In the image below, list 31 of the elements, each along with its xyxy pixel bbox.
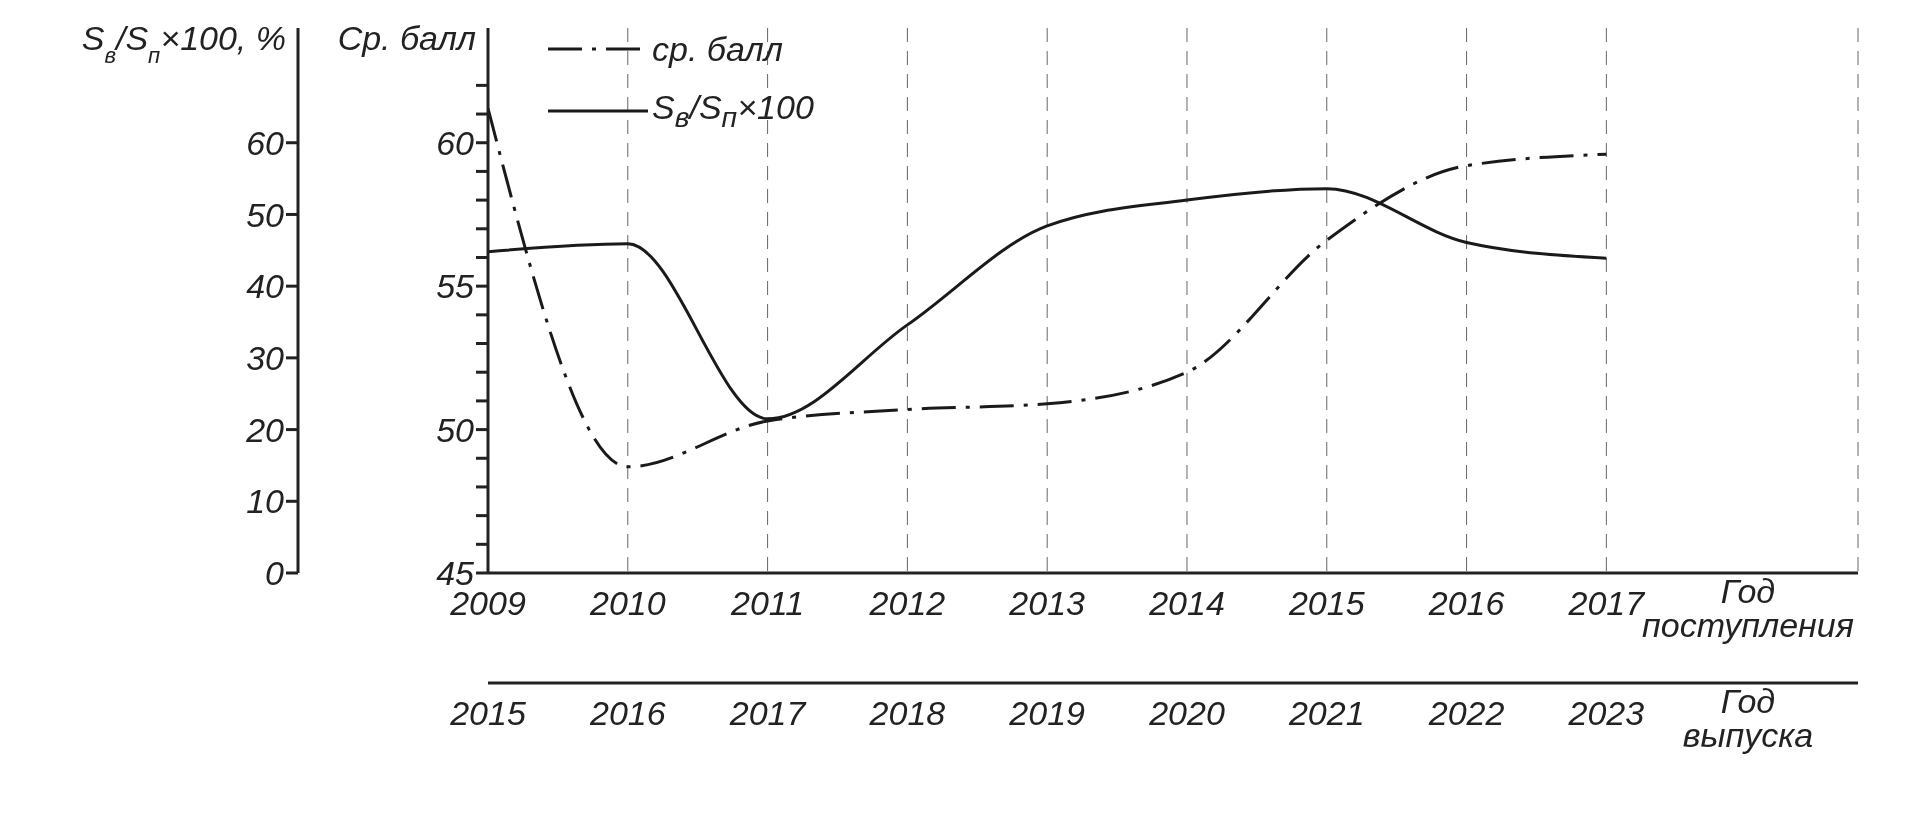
x2-tick-label: 2016 <box>588 694 666 733</box>
x2-tick-label: 2021 <box>1287 694 1365 733</box>
x-tick-label: 2013 <box>1008 584 1086 623</box>
x-tick-label: 2016 <box>1427 584 1505 623</box>
y-tick-label: 55 <box>436 267 475 306</box>
y2-tick-label: 0 <box>265 554 285 593</box>
x2-axis-title: Год выпуска <box>1682 682 1814 754</box>
legend-label: S$_{в}$/S$_{п}$×100 <box>652 88 814 134</box>
x-tick-label: 2010 <box>588 584 666 623</box>
y-axis-title: Ср. балл <box>337 19 476 57</box>
x2-tick-label: 2023 <box>1567 694 1645 733</box>
y2-tick-label: 60 <box>246 123 285 162</box>
y-tick-label: 60 <box>436 123 475 162</box>
x2-tick-label: 2017 <box>728 694 807 733</box>
legend-label: ср. балл <box>652 29 783 69</box>
y-tick-label: 50 <box>436 410 475 449</box>
x-tick-label: 2015 <box>1287 584 1365 623</box>
x-tick-label: 2014 <box>1148 584 1225 623</box>
x2-tick-label: 2018 <box>868 694 946 733</box>
y2-tick-label: 10 <box>246 482 285 521</box>
x2-tick-label: 2019 <box>1008 694 1086 733</box>
x-tick-label: 2011 <box>730 584 805 623</box>
y2-tick-label: 30 <box>246 338 285 377</box>
y2-axis-title: S$_{в}$/S$_{п}$×100, % <box>81 19 286 68</box>
x2-tick-label: 2022 <box>1427 694 1505 733</box>
y2-tick-label: 20 <box>245 410 285 449</box>
x2-tick-label: 2020 <box>1148 694 1225 733</box>
x-tick-label: 2012 <box>868 584 946 623</box>
y2-tick-label: 50 <box>246 195 285 234</box>
y2-tick-label: 40 <box>246 267 285 306</box>
x2-tick-label: 2015 <box>449 694 526 733</box>
